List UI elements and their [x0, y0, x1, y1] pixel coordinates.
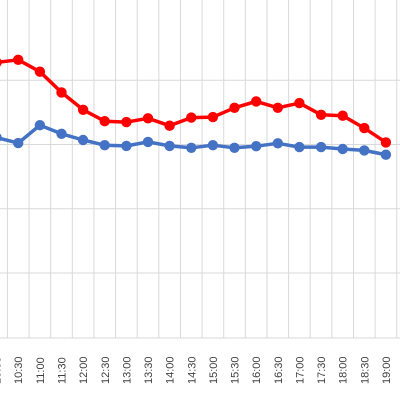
data-point — [380, 149, 392, 160]
data-point — [142, 113, 154, 124]
x-tick-label: 13:30 — [143, 356, 155, 384]
x-tick-label: 19:00 — [381, 356, 393, 384]
data-point — [380, 137, 392, 148]
data-point — [77, 104, 89, 116]
data-point — [337, 143, 348, 155]
x-tick-label: 12:00 — [78, 356, 90, 384]
data-point — [229, 102, 240, 114]
data-point — [77, 134, 89, 146]
data-point — [99, 116, 110, 127]
data-point — [315, 141, 327, 153]
data-point — [337, 110, 348, 121]
x-tick-label: 15:30 — [230, 356, 242, 384]
data-point — [56, 128, 67, 139]
data-point — [251, 141, 262, 152]
data-point — [0, 58, 2, 67]
x-tick-label: 18:30 — [359, 356, 371, 384]
x-tick-label: 10:00 — [0, 356, 4, 384]
x-tick-label: 16:30 — [273, 356, 285, 384]
data-point — [34, 66, 46, 77]
series-layer — [0, 54, 392, 160]
data-point — [315, 109, 327, 121]
x-tick-label: 14:30 — [186, 356, 198, 384]
data-point — [251, 96, 262, 107]
x-tick-label: 13:00 — [121, 356, 133, 384]
data-point — [121, 140, 132, 152]
data-point — [207, 140, 219, 151]
grid — [0, 0, 400, 339]
data-point — [0, 133, 2, 142]
data-point — [207, 111, 219, 123]
data-point — [229, 142, 240, 153]
x-axis-labels: 10:00 10:30 11:00 11:30 12:00 12:30 13:00 13:30… — [0, 356, 393, 384]
data-point — [359, 122, 370, 134]
data-point — [99, 140, 110, 151]
data-point — [359, 145, 370, 156]
data-point — [186, 142, 197, 153]
x-tick-label: 10:30 — [13, 356, 25, 384]
data-point — [121, 116, 132, 128]
data-point — [164, 140, 175, 152]
x-tick-label: 18:00 — [338, 356, 350, 384]
data-point — [13, 137, 24, 149]
series-line-0 — [0, 58, 387, 144]
x-tick-label: 17:30 — [316, 356, 328, 384]
data-point — [294, 141, 305, 153]
data-point — [13, 54, 24, 65]
x-tick-label: 15:00 — [208, 356, 220, 384]
data-point — [294, 97, 305, 109]
x-tick-label: 14:00 — [165, 356, 177, 384]
x-tick-label: 16:00 — [251, 356, 263, 384]
x-tick-label: 12:30 — [100, 356, 112, 384]
data-point — [272, 102, 283, 114]
x-tick-label: 17:00 — [294, 356, 306, 384]
data-point — [164, 120, 175, 131]
data-point — [56, 87, 67, 98]
data-point — [272, 138, 283, 149]
data-point — [142, 136, 154, 148]
x-tick-label: 11:00 — [35, 357, 47, 384]
data-point — [186, 112, 197, 123]
data-point — [34, 120, 46, 131]
x-tick-label: 11:30 — [56, 357, 68, 384]
